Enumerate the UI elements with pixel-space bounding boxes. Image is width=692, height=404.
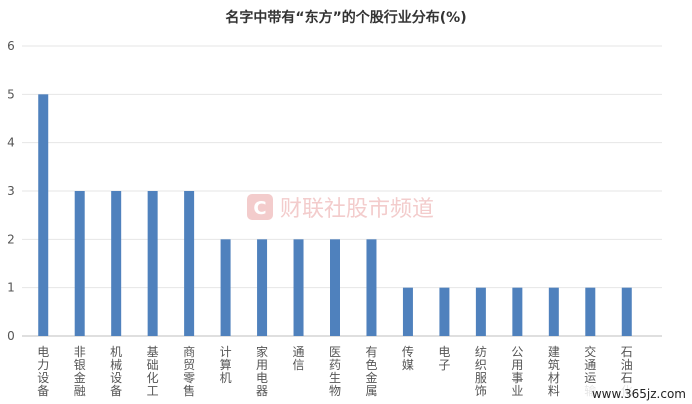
y-tick-label: 4 (7, 136, 15, 150)
x-category-label: 机械设备 (110, 345, 122, 398)
y-tick-label: 2 (7, 232, 15, 246)
chart-title: 名字中带有“东方”的个股行业分布(%) (225, 9, 466, 26)
bar (184, 191, 195, 336)
site-mark: www.365jz.com (578, 383, 690, 403)
x-category-label: 电子 (438, 345, 450, 372)
y-tick-label: 6 (7, 39, 15, 53)
y-axis-ticks: 0 1 2 3 4 5 6 (7, 39, 15, 343)
bar (585, 287, 596, 336)
y-tick-label: 3 (7, 184, 15, 198)
bar (220, 239, 231, 336)
watermark-text: 财联社股市频道 (280, 197, 434, 222)
bar (147, 191, 158, 336)
x-category-label: 基础化工 (147, 345, 159, 398)
watermark: C 财联社股市频道 (247, 194, 434, 222)
x-category-label: 纺织服饰 (475, 345, 487, 398)
x-category-label: 公用事业 (511, 345, 523, 398)
x-category-label: 建筑材料 (548, 345, 560, 398)
bar (111, 191, 122, 336)
watermark-logo-letter: C (253, 198, 266, 219)
bar (512, 287, 523, 336)
x-category-label: 通信 (293, 345, 305, 372)
watermark-logo (247, 194, 273, 220)
y-tick-label: 1 (7, 281, 15, 295)
bar (402, 287, 413, 336)
x-category-label: 电力设备 (37, 345, 49, 398)
gridlines (22, 45, 662, 337)
x-category-label: 有色金属 (365, 345, 377, 398)
bar (548, 287, 559, 336)
x-category-label: 医药生物 (329, 345, 341, 398)
bar (621, 287, 632, 336)
bar (439, 287, 450, 336)
bars (38, 94, 632, 336)
x-category-label: 计算机 (220, 345, 232, 385)
site-mark-text: www.365jz.com (592, 387, 686, 401)
bar (74, 191, 85, 336)
bar (366, 239, 377, 336)
bar (330, 239, 340, 336)
bar (293, 239, 304, 336)
x-category-label: 非银金融 (74, 345, 86, 398)
bar (38, 94, 49, 336)
x-category-label: 家用电器 (256, 344, 268, 398)
bar (257, 239, 268, 336)
x-axis-categories: 电力设备 非银金融 机械设备 基础化工 商贸零售 计算机 家用电器 通信 医药生物 有色金属 传媒电… (37, 344, 633, 398)
x-category-label: 商贸零售 (183, 344, 195, 398)
bar (475, 287, 486, 336)
y-tick-label: 0 (7, 329, 15, 343)
x-category-label: 传媒 (402, 344, 414, 372)
y-tick-label: 5 (7, 87, 15, 101)
